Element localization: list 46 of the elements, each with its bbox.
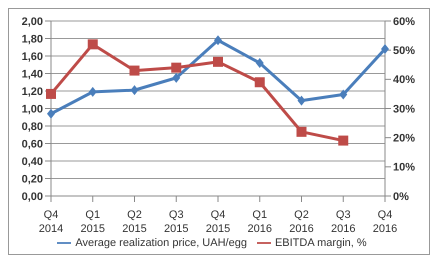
point — [130, 66, 140, 76]
x-tick-label: Q2 2015 — [122, 209, 147, 235]
y2-tick-label: 30% — [393, 103, 416, 116]
point — [381, 44, 389, 54]
x-tick-label: Q4 2014 — [38, 209, 64, 235]
point — [46, 88, 56, 99]
x-tick-label: Q1 2015 — [80, 209, 105, 235]
y2-tick-label: 50% — [393, 45, 416, 58]
y-tick-label: 0,80 — [22, 120, 43, 133]
y2-tick-label: 0% — [393, 190, 410, 203]
x-tick-label: Q3 2015 — [164, 209, 188, 235]
y-tick-label: 0,00 — [22, 190, 43, 203]
y-tick-label: 1,80 — [22, 33, 43, 46]
x-tick-label: Q4 2015 — [206, 209, 230, 235]
y-tick-label: 1,40 — [22, 68, 43, 80]
point — [88, 39, 98, 50]
point — [130, 85, 138, 96]
x-tick-label: Q3 2016 — [331, 209, 356, 235]
point — [296, 126, 306, 137]
x-tick-label: Q1 2016 — [248, 209, 272, 235]
point — [171, 62, 182, 73]
point — [172, 72, 180, 83]
y-tick-label: 0,60 — [22, 138, 43, 150]
point — [214, 35, 222, 46]
point — [88, 86, 97, 97]
y-tick-label: 2,00 — [22, 16, 43, 28]
y-tick-label: 1,60 — [22, 50, 43, 63]
y2-tick-label: 40% — [393, 74, 416, 86]
y2-tick-label: 10% — [393, 162, 416, 174]
legend-label: EBITDA margin, % — [274, 236, 367, 249]
point — [213, 56, 223, 67]
y-tick-label: 0,40 — [22, 156, 43, 168]
legend-label: Average realization price, UAH/egg — [75, 236, 247, 249]
point — [338, 136, 348, 146]
x-tick-label: Q2 2016 — [289, 209, 314, 235]
point — [254, 77, 265, 88]
y-tick-label: 0,20 — [22, 173, 43, 186]
y2-tick-label: 60% — [393, 16, 416, 28]
point — [256, 58, 264, 68]
x-tick-label: Q4 2016 — [372, 209, 398, 235]
point — [47, 108, 55, 119]
y-tick-label: 1,00 — [22, 103, 43, 116]
y2-tick-label: 20% — [393, 132, 416, 145]
y-tick-label: 1,20 — [22, 86, 43, 98]
point — [339, 90, 348, 100]
point — [298, 96, 306, 106]
